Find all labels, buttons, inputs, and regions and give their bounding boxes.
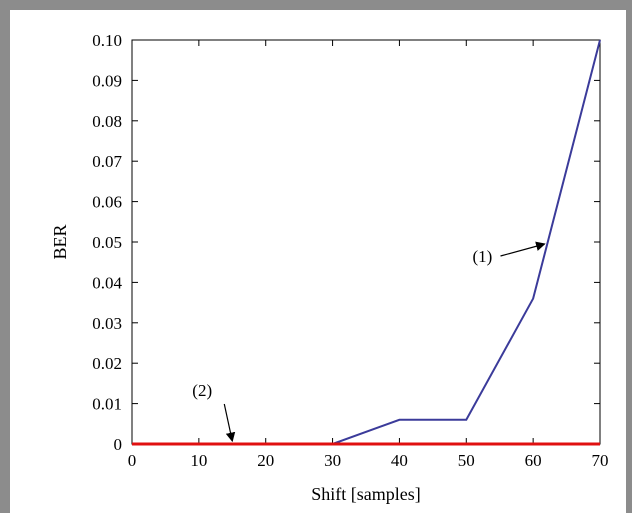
x-tick-label: 70 [592,451,609,470]
y-axis-label: BER [50,224,70,259]
y-tick-label: 0.01 [92,395,122,414]
annotation-2-arrow [223,403,236,443]
y-tick-label: 0.02 [92,354,122,373]
x-tick-label: 0 [128,451,137,470]
x-axis-label: Shift [samples] [311,484,421,504]
x-tick-label: 60 [525,451,542,470]
x-tick-label: 40 [391,451,408,470]
y-tick-label: 0 [114,435,123,454]
x-tick-label: 30 [324,451,341,470]
x-tick-label: 50 [458,451,475,470]
plot-area [131,39,601,445]
y-tick-label: 0.08 [92,112,122,131]
y-tick-label: 0.05 [92,233,122,252]
annotation-1-label: (1) [473,247,493,266]
y-tick-label: 0.06 [92,193,122,212]
annotation-1-arrow [500,241,546,257]
y-tick-label: 0.10 [92,31,122,50]
x-tick-label: 10 [190,451,207,470]
y-tick-label: 0.04 [92,273,122,292]
y-tick-label: 0.09 [92,71,122,90]
x-tick-label: 20 [257,451,274,470]
y-tick-label: 0.03 [92,314,122,333]
y-tick-label: 0.07 [92,152,122,171]
annotation-2-label: (2) [192,381,212,400]
